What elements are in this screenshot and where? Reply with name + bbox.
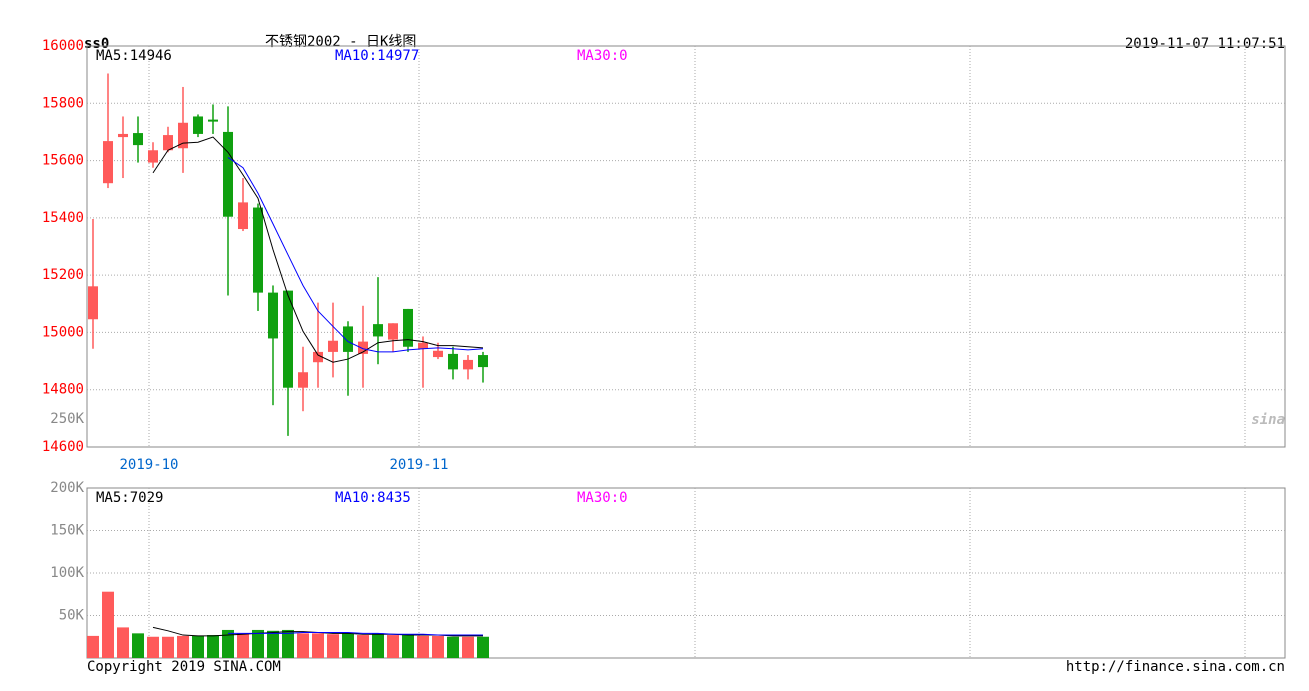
y-tick-label: 15800 xyxy=(42,95,84,111)
legend-entry: MA10:14977 xyxy=(335,48,419,64)
price-frame xyxy=(86,45,1286,448)
candle-body xyxy=(478,355,488,368)
copyright: Copyright 2019 SINA.COM xyxy=(87,659,281,675)
y-tick-label: 15600 xyxy=(42,153,84,169)
candle-body xyxy=(403,308,413,347)
y-tick-label: 100K xyxy=(50,565,84,581)
y-tick-label: 150K xyxy=(50,523,84,539)
volume-bar xyxy=(237,633,249,658)
annotation: 250K xyxy=(50,411,84,427)
y-tick-label: 50K xyxy=(59,608,85,624)
volume-bar xyxy=(372,633,384,658)
candle-body xyxy=(373,324,383,337)
candle-body xyxy=(253,207,263,293)
y-tick-label: 14800 xyxy=(42,382,84,398)
volume-bar xyxy=(312,633,324,658)
candle-body xyxy=(118,133,128,138)
volume-bar xyxy=(357,635,369,658)
watermark: sina xyxy=(1251,412,1285,428)
timestamp: 2019-11-07 11:07:51 xyxy=(1125,36,1285,52)
volume-bar xyxy=(297,633,309,658)
y-tick-label: 15000 xyxy=(42,324,84,340)
volume-bar xyxy=(87,635,99,658)
volume-bar xyxy=(132,633,144,658)
volume-bar xyxy=(147,636,159,658)
volume-bar xyxy=(162,636,174,658)
volume-bar xyxy=(177,635,189,658)
candle-body xyxy=(283,290,293,388)
legend-entry: MA10:8435 xyxy=(335,490,411,506)
symbol: ss0 xyxy=(84,36,109,52)
y-tick-label: 14600 xyxy=(42,439,84,455)
candle-body xyxy=(343,326,353,352)
volume-bar xyxy=(432,635,444,658)
y-tick-label: 15400 xyxy=(42,210,84,226)
ma-line xyxy=(228,632,483,636)
candle-body xyxy=(178,122,188,149)
candle-body xyxy=(433,350,443,358)
volume-bar xyxy=(342,633,354,658)
volume-bar xyxy=(267,630,279,658)
candle-body xyxy=(163,135,173,151)
candle-body xyxy=(418,342,428,349)
volume-bar xyxy=(447,636,459,658)
candle-body xyxy=(268,292,278,339)
y-tick-label: 200K xyxy=(50,480,84,496)
ma-line xyxy=(227,157,484,353)
volume-bar xyxy=(282,629,294,658)
volume-bar xyxy=(102,591,114,658)
future-month-lines xyxy=(694,46,1246,658)
volume-bar xyxy=(327,634,339,658)
candle-body xyxy=(88,286,98,320)
volume-bar xyxy=(477,636,489,658)
candle-body xyxy=(358,341,368,354)
candle-body xyxy=(388,323,398,340)
volume-bar xyxy=(222,629,234,658)
legend-entry: MA30:0 xyxy=(577,48,628,64)
candle-body xyxy=(448,353,458,370)
x-tick-label: 2019-11 xyxy=(389,457,448,473)
legend-entry: MA5:14946 xyxy=(96,48,172,64)
candle-body xyxy=(208,119,218,122)
x-tick-label: 2019-10 xyxy=(119,457,178,473)
volume-bar xyxy=(462,636,474,658)
volume-bar xyxy=(117,627,129,658)
candle-body xyxy=(463,359,473,370)
candle-body xyxy=(133,133,143,146)
legend-entry: MA5:7029 xyxy=(96,490,163,506)
candle-body xyxy=(328,340,338,352)
candle-body xyxy=(223,131,233,217)
volume-bar xyxy=(252,629,264,658)
candle-body xyxy=(313,351,323,363)
legend-entry: MA30:0 xyxy=(577,490,628,506)
candle-body xyxy=(193,116,203,134)
y-tick-label: 16000 xyxy=(42,38,84,54)
volume-bar xyxy=(417,635,429,658)
volume-bar xyxy=(207,635,219,658)
candle-body xyxy=(238,202,248,230)
ma-line xyxy=(152,136,484,363)
volume-bar xyxy=(402,635,414,658)
candle-body xyxy=(298,372,308,388)
y-tick-label: 15200 xyxy=(42,267,84,283)
candle-body xyxy=(103,141,113,184)
volume-bar xyxy=(192,635,204,658)
source-url: http://finance.sina.com.cn xyxy=(1066,659,1285,675)
candle-body xyxy=(148,150,158,163)
volume-bar xyxy=(387,635,399,658)
